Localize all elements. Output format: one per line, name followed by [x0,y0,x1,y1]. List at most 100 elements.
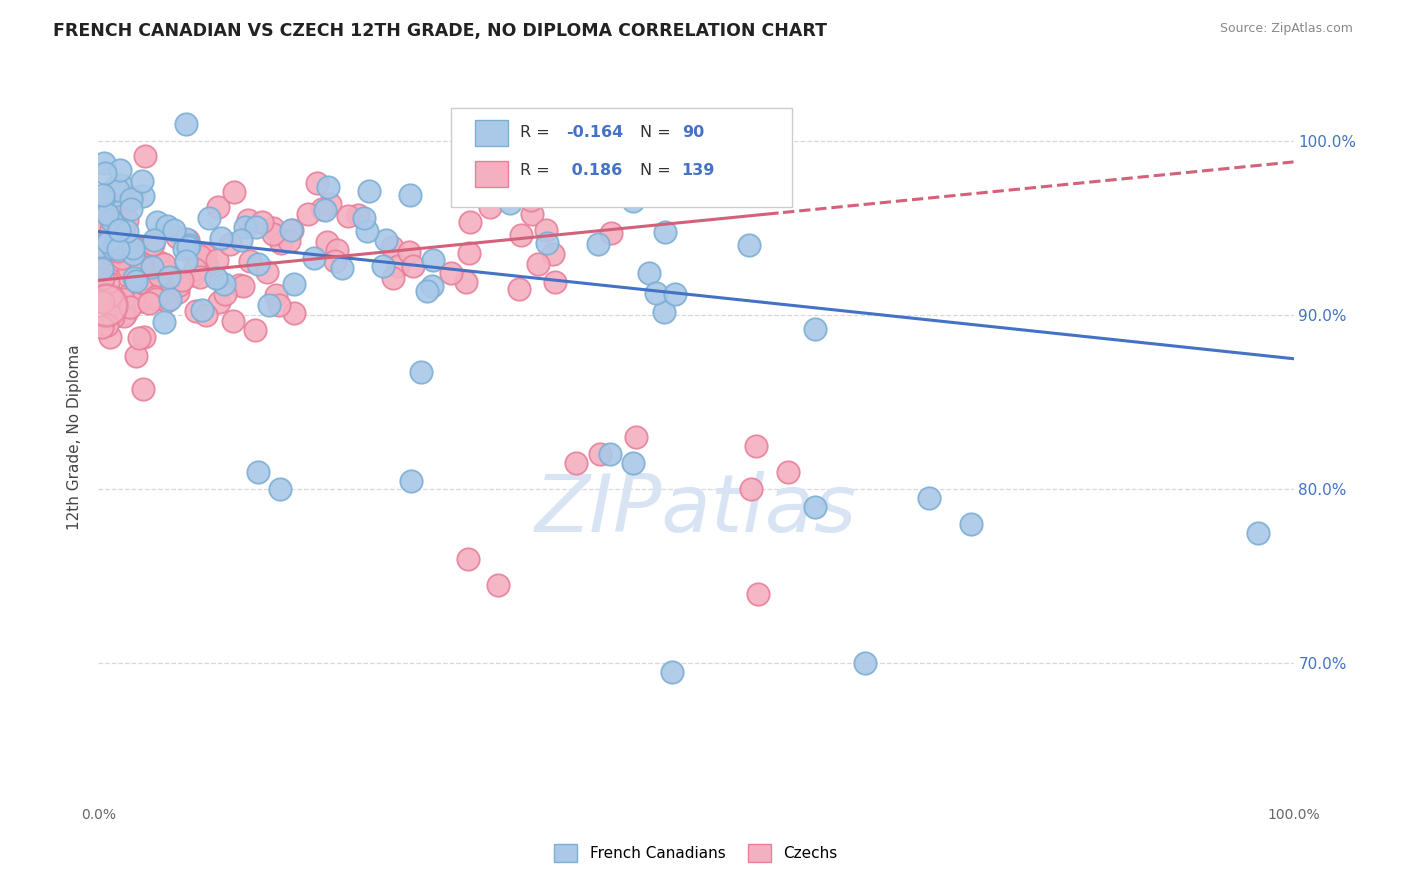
Point [232,279,254,293]
Point [224,185,246,199]
Point [357,184,380,198]
Point [118,300,141,314]
Point [205,271,228,285]
Point [589,448,612,462]
Point [195,309,218,323]
Point [131,174,153,188]
Point [262,221,284,235]
Point [177,233,200,247]
Point [277,235,299,249]
Point [97,275,120,289]
Point [508,282,530,296]
Point [89,238,111,252]
Point [91,271,114,285]
Point [745,439,768,453]
Point [804,500,827,514]
Point [330,260,353,275]
Point [457,552,479,566]
Point [101,241,124,255]
Point [280,223,302,237]
Point [398,188,420,202]
Point [267,298,290,312]
Point [454,275,477,289]
Point [209,231,232,245]
FancyBboxPatch shape [475,161,509,187]
Point [91,319,114,334]
Point [159,293,181,307]
Point [269,483,291,497]
Point [145,292,167,306]
Point [422,253,444,268]
Point [245,323,267,337]
Text: N =: N = [640,125,676,139]
Point [281,223,304,237]
Point [108,163,131,178]
Point [156,294,179,309]
Point [163,223,186,237]
Point [188,249,211,263]
Point [148,255,170,269]
Point [479,200,502,214]
Point [156,219,179,234]
Point [90,262,112,277]
Point [918,491,941,505]
Point [311,202,333,216]
Point [98,330,121,344]
Point [652,305,675,319]
Point [142,233,165,247]
Point [170,273,193,287]
Point [323,253,346,268]
Point [283,306,305,320]
Point [188,269,211,284]
Point [803,322,825,336]
Point [121,190,143,204]
Point [96,207,118,221]
Point [184,304,207,318]
Point [108,223,131,237]
Point [509,228,531,243]
Point [621,194,644,208]
Point [143,290,166,304]
Point [246,465,269,479]
Point [387,259,409,273]
Point [399,474,422,488]
Point [98,201,121,215]
Point [107,183,129,197]
Point [422,279,444,293]
Point [122,241,145,255]
Point [110,178,132,192]
Point [599,226,621,240]
Point [540,161,562,176]
Legend: French Canadians, Czechs: French Canadians, Czechs [548,838,844,868]
Point [167,278,190,293]
Point [544,275,567,289]
Point [167,285,190,300]
Point [316,235,339,249]
Point [776,465,799,479]
Point [205,252,228,267]
Point [112,292,135,306]
Point [89,294,111,309]
Point [174,253,197,268]
FancyBboxPatch shape [451,108,792,207]
Point [336,209,359,223]
Point [402,259,425,273]
Point [91,192,114,206]
Point [100,223,122,237]
Point [599,448,621,462]
Point [531,179,554,194]
Point [346,207,368,221]
Point [94,222,117,236]
Point [127,240,149,254]
Point [174,232,197,246]
Point [114,256,136,270]
Point [536,236,558,251]
Point [134,148,156,162]
Point [257,298,280,312]
Point [90,252,112,266]
Point [107,244,129,258]
Point [118,287,141,301]
Point [91,294,114,309]
Point [527,257,550,271]
Point [195,259,218,273]
